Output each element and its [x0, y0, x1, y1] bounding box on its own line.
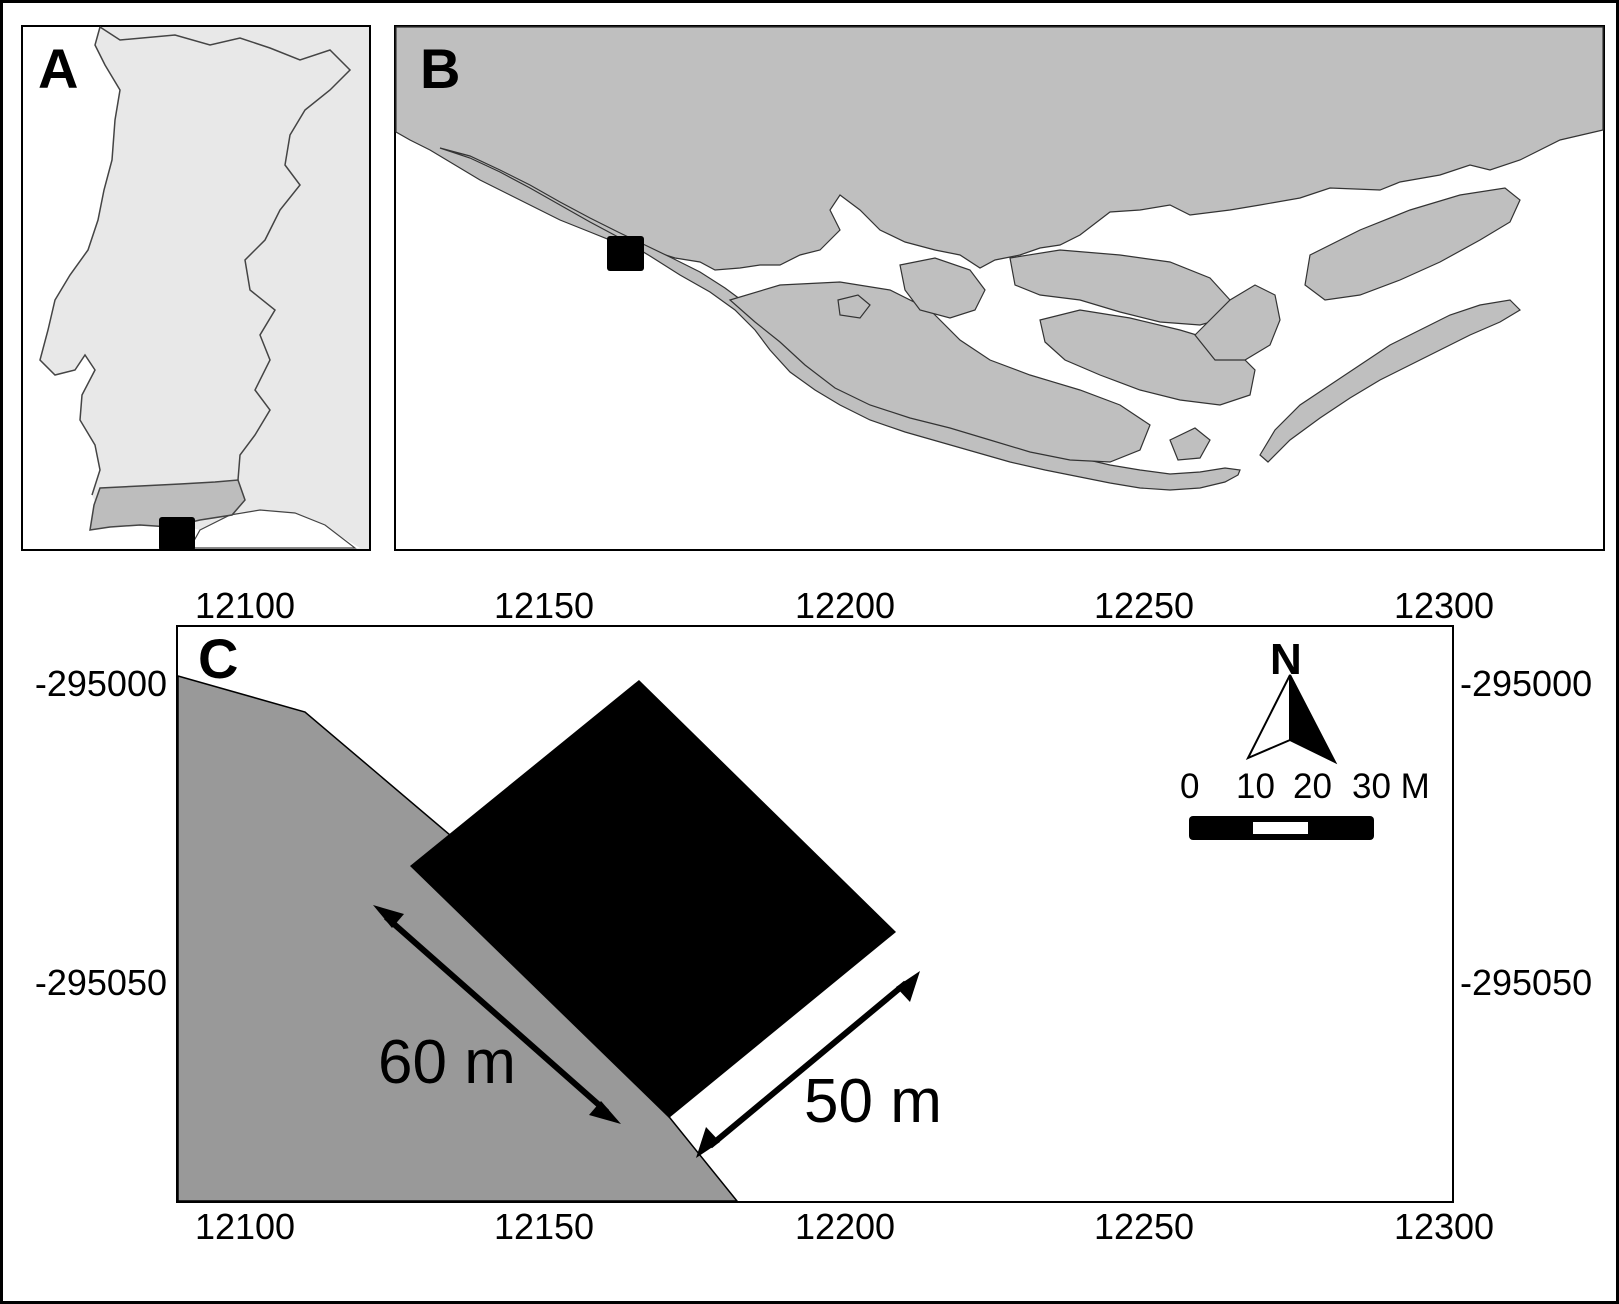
- x-tick-top-12300: 12300: [1394, 585, 1494, 626]
- panel-c-label: C: [198, 627, 238, 690]
- north-arrow-right: [1289, 674, 1338, 765]
- scale-label-20: 20: [1293, 767, 1332, 806]
- y-tick-left-295000: -295000: [35, 663, 167, 704]
- north-label: N: [1270, 635, 1302, 684]
- width-label: 50 m: [804, 1067, 942, 1136]
- portugal-outline: [39, 26, 121, 496]
- study-plot: [410, 680, 896, 1118]
- x-tick-bottom-12300: 12300: [1394, 1206, 1494, 1247]
- x-tick-bottom-12250: 12250: [1094, 1206, 1194, 1247]
- x-tick-top-12250: 12250: [1094, 585, 1194, 626]
- y-tick-right-295050: -295050: [1460, 962, 1592, 1003]
- marsh-island-6: [1304, 187, 1521, 301]
- scale-bar: 0 10 20 30 M: [1180, 767, 1430, 840]
- x-tick-top-12150: 12150: [494, 585, 594, 626]
- study-site-marker-b: [607, 236, 644, 271]
- barrier-island-west: [439, 147, 1241, 491]
- x-axis-bottom: 12100 12150 12200 12250 12300: [195, 1206, 1494, 1247]
- spain-border: [99, 26, 352, 481]
- barrier-island-east: [1259, 299, 1521, 463]
- marsh-island-8: [837, 294, 871, 319]
- panel-a: A: [21, 25, 371, 551]
- scale-label-10: 10: [1236, 767, 1275, 806]
- x-tick-top-12100: 12100: [195, 585, 295, 626]
- panel-a-south-sea: [188, 509, 357, 549]
- x-tick-top-12200: 12200: [795, 585, 895, 626]
- y-tick-left-295050: -295050: [35, 962, 167, 1003]
- north-arrow: N: [1245, 635, 1338, 765]
- mainland: [395, 26, 1604, 271]
- panel-a-sea: [23, 27, 360, 549]
- beach-area: [177, 675, 739, 1202]
- width-arrow: [696, 971, 920, 1158]
- length-arrow: [373, 905, 621, 1124]
- x-tick-bottom-12200: 12200: [795, 1206, 895, 1247]
- scale-label-30: 30 M: [1352, 767, 1430, 806]
- scale-label-0: 0: [1180, 767, 1199, 806]
- y-tick-right-295000: -295000: [1460, 663, 1592, 704]
- x-tick-bottom-12100: 12100: [195, 1206, 295, 1247]
- panel-b-label: B: [420, 37, 460, 100]
- y-axis-right: -295000 -295050: [1460, 663, 1592, 1003]
- marsh-island-4: [1039, 309, 1256, 406]
- length-label: 60 m: [378, 1028, 516, 1097]
- algarve-region: [89, 479, 246, 531]
- panel-a-label: A: [38, 37, 78, 100]
- x-tick-bottom-12150: 12150: [494, 1206, 594, 1247]
- marsh-island-5: [1194, 284, 1281, 361]
- panel-c: 60 m 50 m N 0 10 20 30 M C: [176, 625, 1454, 1203]
- x-axis-top: 12100 12150 12200 12250 12300: [195, 585, 1494, 626]
- y-axis-left: -295000 -295050: [35, 663, 167, 1003]
- scale-bar-segment: [1253, 822, 1308, 834]
- marsh-island-7: [1169, 427, 1211, 461]
- study-site-marker-a: [159, 517, 195, 551]
- marsh-island-2: [899, 257, 986, 319]
- panel-b: B: [394, 25, 1605, 551]
